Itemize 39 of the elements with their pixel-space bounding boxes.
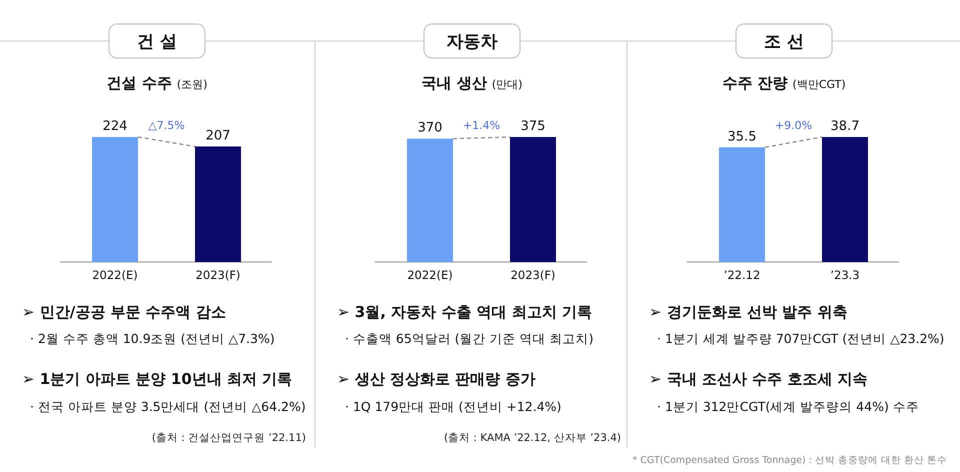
x-tick-label: 2023(F) <box>196 268 240 282</box>
text: ➢ 민간/공공 부문 수주액 감소 <box>22 303 226 321</box>
text: · 1Q 179만대 판매 (전년비 +12.4%) <box>345 399 562 414</box>
chart-subtitle: 건설 수주 <box>106 74 172 92</box>
text: * CGT(Compensated Gross Tonnage) : 선박 총중량에 대한 환산 톤수 <box>632 455 947 466</box>
x-tick-label: ’22.12 <box>724 268 760 282</box>
y-axis-title: (백만CGT) <box>792 78 846 91</box>
text: (출처 : 건설산업연구원 ’22.11) <box>152 432 306 444</box>
text: · 1분기 312만CGT(세계 발주량의 44%) 수주 <box>657 399 919 414</box>
data-label: 35.5 <box>728 129 756 144</box>
text: · 전국 아파트 분양 3.5만세대 (전년비 △64.2%) <box>30 399 306 414</box>
text: ➢ 국내 조선사 수주 호조세 지속 <box>649 370 868 388</box>
text: +9.0% <box>774 119 812 132</box>
x-tick-label: ’23.3 <box>830 268 860 282</box>
chart-title: 건 설 <box>137 32 177 52</box>
x-tick-label: 2022(E) <box>92 268 138 282</box>
text: · 수출액 65억달러 (월간 기준 역대 최고치) <box>345 331 594 346</box>
text: ➢ 경기둔화로 선박 발주 위축 <box>649 303 848 321</box>
text: · 1분기 세계 발주량 707만CGT (전년비 △23.2%) <box>657 331 944 346</box>
x-tick-label: 2022(E) <box>407 268 453 282</box>
chart-subtitle: 국내 생산 <box>422 74 487 92</box>
text: (출처 : KAMA ’22.12, 산자부 ’23.4) <box>444 432 621 444</box>
text: ➢ 3월, 자동차 수출 역대 최고치 기록 <box>337 303 592 321</box>
text: ➢ 1분기 아파트 분양 10년내 최저 기록 <box>22 370 292 388</box>
data-label: 207 <box>206 128 230 144</box>
data-label: 38.7 <box>830 119 860 134</box>
chart-title: 자동차 <box>446 32 498 52</box>
chart-subtitle: 수주 잔량 <box>722 74 788 92</box>
data-label: 224 <box>102 119 128 134</box>
text: +1.4% <box>462 119 500 132</box>
data-label: 375 <box>520 119 546 134</box>
text: △7.5% <box>148 119 185 132</box>
text: ➢ 생산 정상화로 판매량 증가 <box>337 370 536 388</box>
y-axis-title: (조원) <box>176 78 208 91</box>
data-label: 370 <box>418 120 442 136</box>
y-axis-title: (만대) <box>492 78 522 91</box>
text: · 2월 수주 총액 10.9조원 (전년비 △7.3%) <box>30 331 275 346</box>
chart-title: 조 선 <box>764 32 804 52</box>
x-tick-label: 2023(F) <box>510 268 556 282</box>
